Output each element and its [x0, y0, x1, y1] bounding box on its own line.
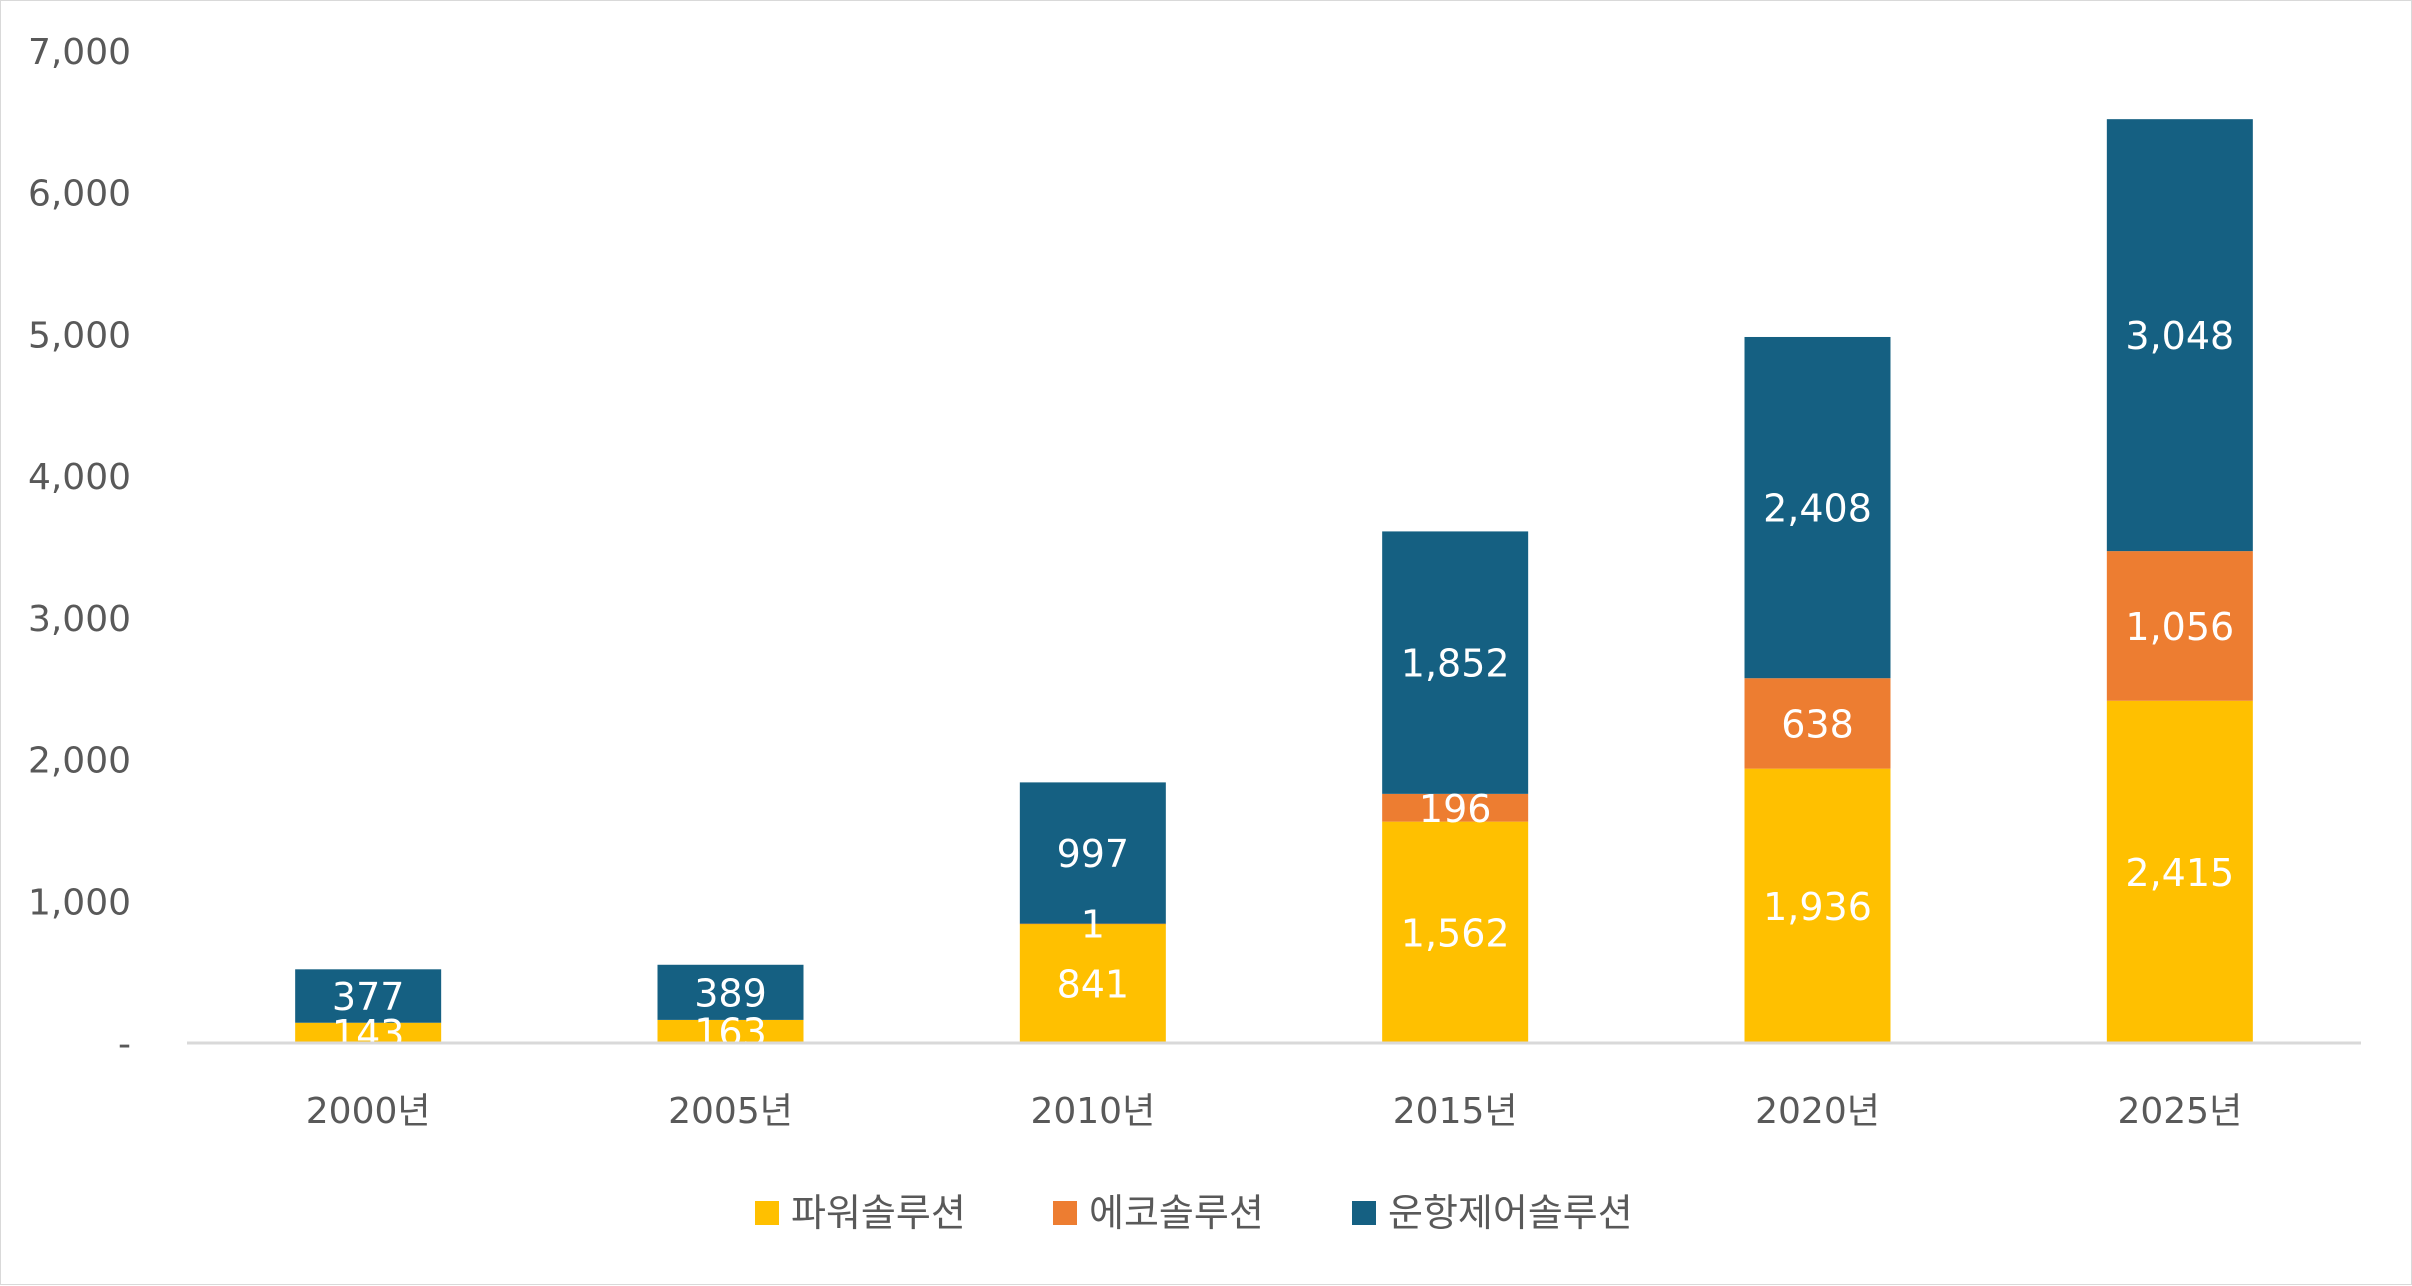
legend: 파워솔루션 에코솔루션 운항제어솔루션	[755, 1191, 1633, 1235]
y-tick-label: 6,000	[28, 174, 131, 215]
bar-segment	[295, 1022, 442, 1043]
data-label: 1,562	[1401, 911, 1510, 955]
data-label: 389	[694, 971, 767, 1015]
legend-label: 파워솔루션	[791, 1191, 966, 1235]
data-label: 1,852	[1401, 642, 1510, 686]
bar-segment	[1744, 768, 1891, 1043]
legend-swatch	[1352, 1201, 1376, 1225]
bar-segment	[1019, 923, 1166, 925]
x-tick-label: 2015년	[1393, 1091, 1518, 1132]
data-label: 163	[694, 1010, 767, 1054]
data-label: 841	[1057, 962, 1130, 1006]
data-label: 1,936	[1763, 885, 1872, 929]
data-label: 997	[1057, 832, 1130, 876]
y-tick-label: -	[118, 1024, 131, 1065]
bar-segment	[1382, 531, 1529, 794]
bar-segment	[2106, 700, 2253, 1043]
data-label: 377	[332, 975, 405, 1019]
data-label: 3,048	[2125, 314, 2234, 358]
bar-segment	[1019, 923, 1166, 1043]
x-tick-label: 2010년	[1030, 1091, 1155, 1132]
bar-segment	[657, 1019, 804, 1043]
data-label: 1	[1081, 903, 1105, 947]
data-label: 196	[1419, 787, 1492, 831]
data-label: 638	[1781, 702, 1854, 746]
y-tick-label: 5,000	[28, 315, 131, 356]
y-tick-label: 1,000	[28, 882, 131, 923]
legend-swatch	[1053, 1201, 1077, 1225]
x-tick-label: 2025년	[2117, 1091, 2242, 1132]
y-tick-label: 3,000	[28, 599, 131, 640]
bar-segment	[295, 969, 442, 1023]
x-tick-label: 2020년	[1755, 1091, 1880, 1132]
y-tick-label: 4,000	[28, 457, 131, 498]
y-tick-label: 2,000	[28, 741, 131, 782]
legend-label: 에코솔루션	[1089, 1191, 1264, 1235]
legend-swatch	[755, 1201, 779, 1225]
legend-label: 운항제어솔루션	[1388, 1191, 1633, 1235]
bar-segment	[1744, 336, 1891, 679]
y-tick-label: 7,000	[28, 32, 131, 73]
data-label: 2,415	[2125, 851, 2234, 895]
bars	[295, 119, 2253, 1043]
data-label: 2,408	[1763, 487, 1872, 531]
data-label: 1,056	[2125, 605, 2234, 649]
legend-item: 운항제어솔루션	[1352, 1191, 1633, 1235]
legend-item: 에코솔루션	[1053, 1191, 1264, 1235]
bar-segment	[2106, 551, 2253, 701]
bar-segment	[1382, 821, 1529, 1043]
bar-segment	[1019, 782, 1166, 924]
x-tick-label: 2005년	[668, 1091, 793, 1132]
bar-segment	[1382, 793, 1529, 822]
x-axis: 2000년 2005년 2010년 2015년 2020년 2025년	[306, 1091, 2242, 1132]
x-tick-label: 2000년	[306, 1091, 431, 1132]
bar-segment	[2106, 119, 2253, 552]
bar-segment	[657, 964, 804, 1020]
data-label: 143	[332, 1012, 405, 1056]
legend-item: 파워솔루션	[755, 1191, 966, 1235]
y-axis: - 1,000 2,000 3,000 4,000 5,000 6,000 7,000	[28, 32, 131, 1065]
bar-segment	[1744, 678, 1891, 769]
